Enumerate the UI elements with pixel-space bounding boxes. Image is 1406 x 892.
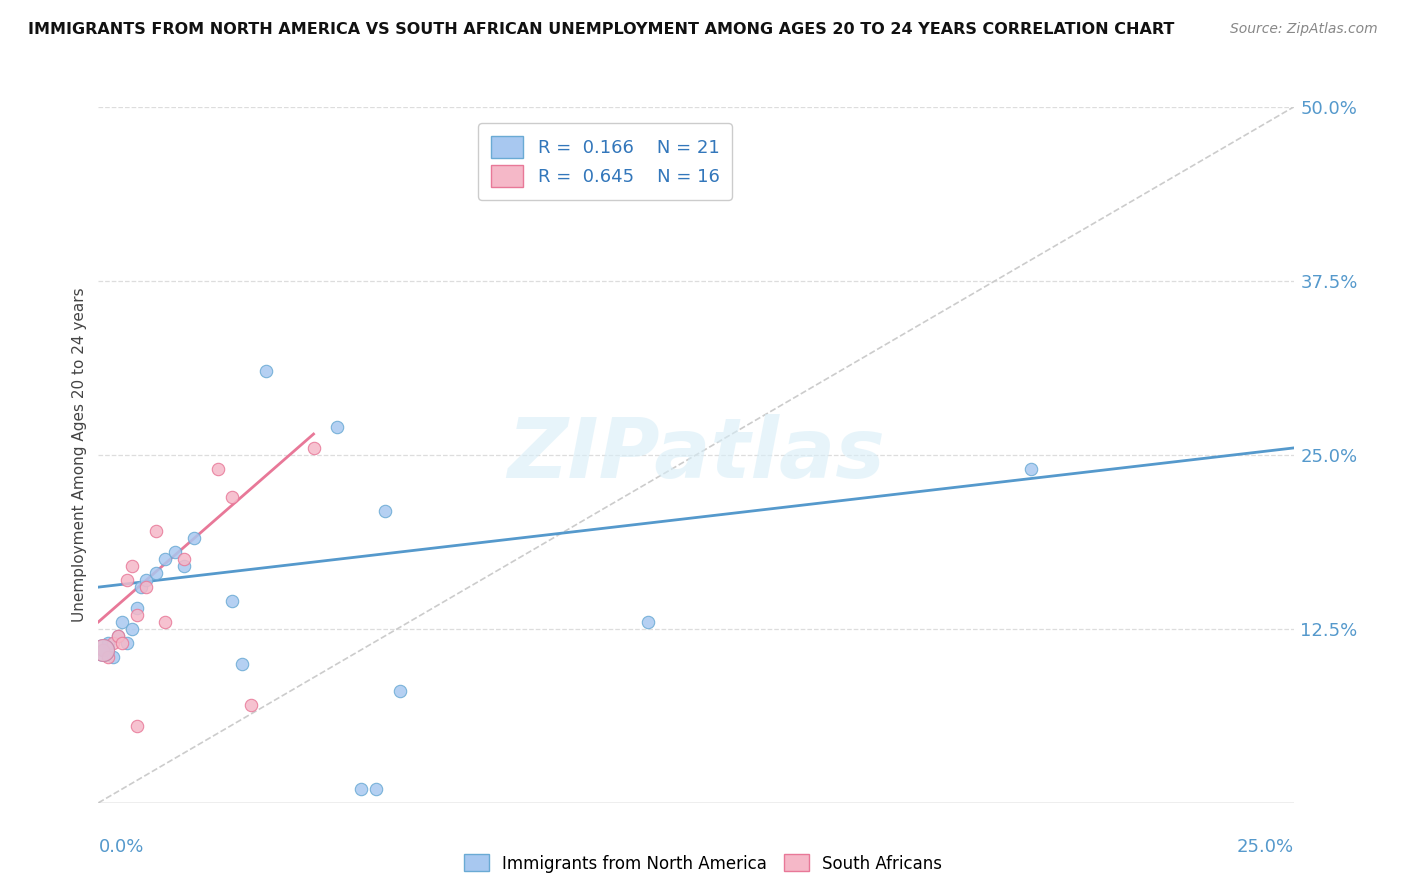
Point (111, 615, 134, 629)
Point (97, 649, 120, 664)
Point (135, 573, 157, 587)
Point (125, 601, 148, 615)
Point (115, 573, 138, 587)
Point (221, 594, 243, 608)
Point (173, 552, 195, 566)
Point (91, 642, 114, 657)
Text: 25.0%: 25.0% (1236, 838, 1294, 855)
Text: 0.0%: 0.0% (98, 838, 143, 855)
Point (97, 636, 120, 650)
Y-axis label: Unemployment Among Ages 20 to 24 years: Unemployment Among Ages 20 to 24 years (72, 287, 87, 623)
Point (374, 503, 396, 517)
Point (125, 607, 148, 622)
Point (101, 636, 124, 650)
Point (135, 580, 157, 594)
Point (121, 622, 143, 636)
Point (91, 642, 114, 657)
Point (107, 629, 129, 643)
Point (131, 580, 153, 594)
Point (145, 524, 167, 539)
Point (163, 545, 186, 559)
Point (326, 420, 349, 434)
Point (183, 532, 205, 546)
Point (111, 636, 134, 650)
Point (91, 642, 114, 657)
Point (254, 364, 277, 378)
Point (350, 781, 373, 796)
Point (364, 781, 387, 796)
Point (145, 566, 167, 581)
Point (173, 559, 195, 574)
Text: ZIPatlas: ZIPatlas (508, 415, 884, 495)
Point (637, 615, 659, 629)
Point (121, 559, 143, 574)
Point (101, 649, 124, 664)
Legend: Immigrants from North America, South Africans: Immigrants from North America, South Afr… (457, 847, 949, 880)
Point (125, 719, 148, 733)
Point (91, 642, 114, 657)
Point (388, 684, 411, 698)
Point (240, 698, 263, 713)
Text: IMMIGRANTS FROM NORTH AMERICA VS SOUTH AFRICAN UNEMPLOYMENT AMONG AGES 20 TO 24 : IMMIGRANTS FROM NORTH AMERICA VS SOUTH A… (28, 22, 1174, 37)
Point (207, 462, 229, 476)
Point (107, 629, 129, 643)
Point (155, 615, 177, 629)
Text: Source: ZipAtlas.com: Source: ZipAtlas.com (1230, 22, 1378, 37)
Legend: R =  0.166    N = 21, R =  0.645    N = 16: R = 0.166 N = 21, R = 0.645 N = 16 (478, 123, 733, 200)
Point (155, 552, 177, 566)
Point (302, 441, 325, 455)
Point (115, 636, 138, 650)
Point (1019, 462, 1042, 476)
Point (231, 657, 253, 671)
Point (221, 490, 243, 504)
